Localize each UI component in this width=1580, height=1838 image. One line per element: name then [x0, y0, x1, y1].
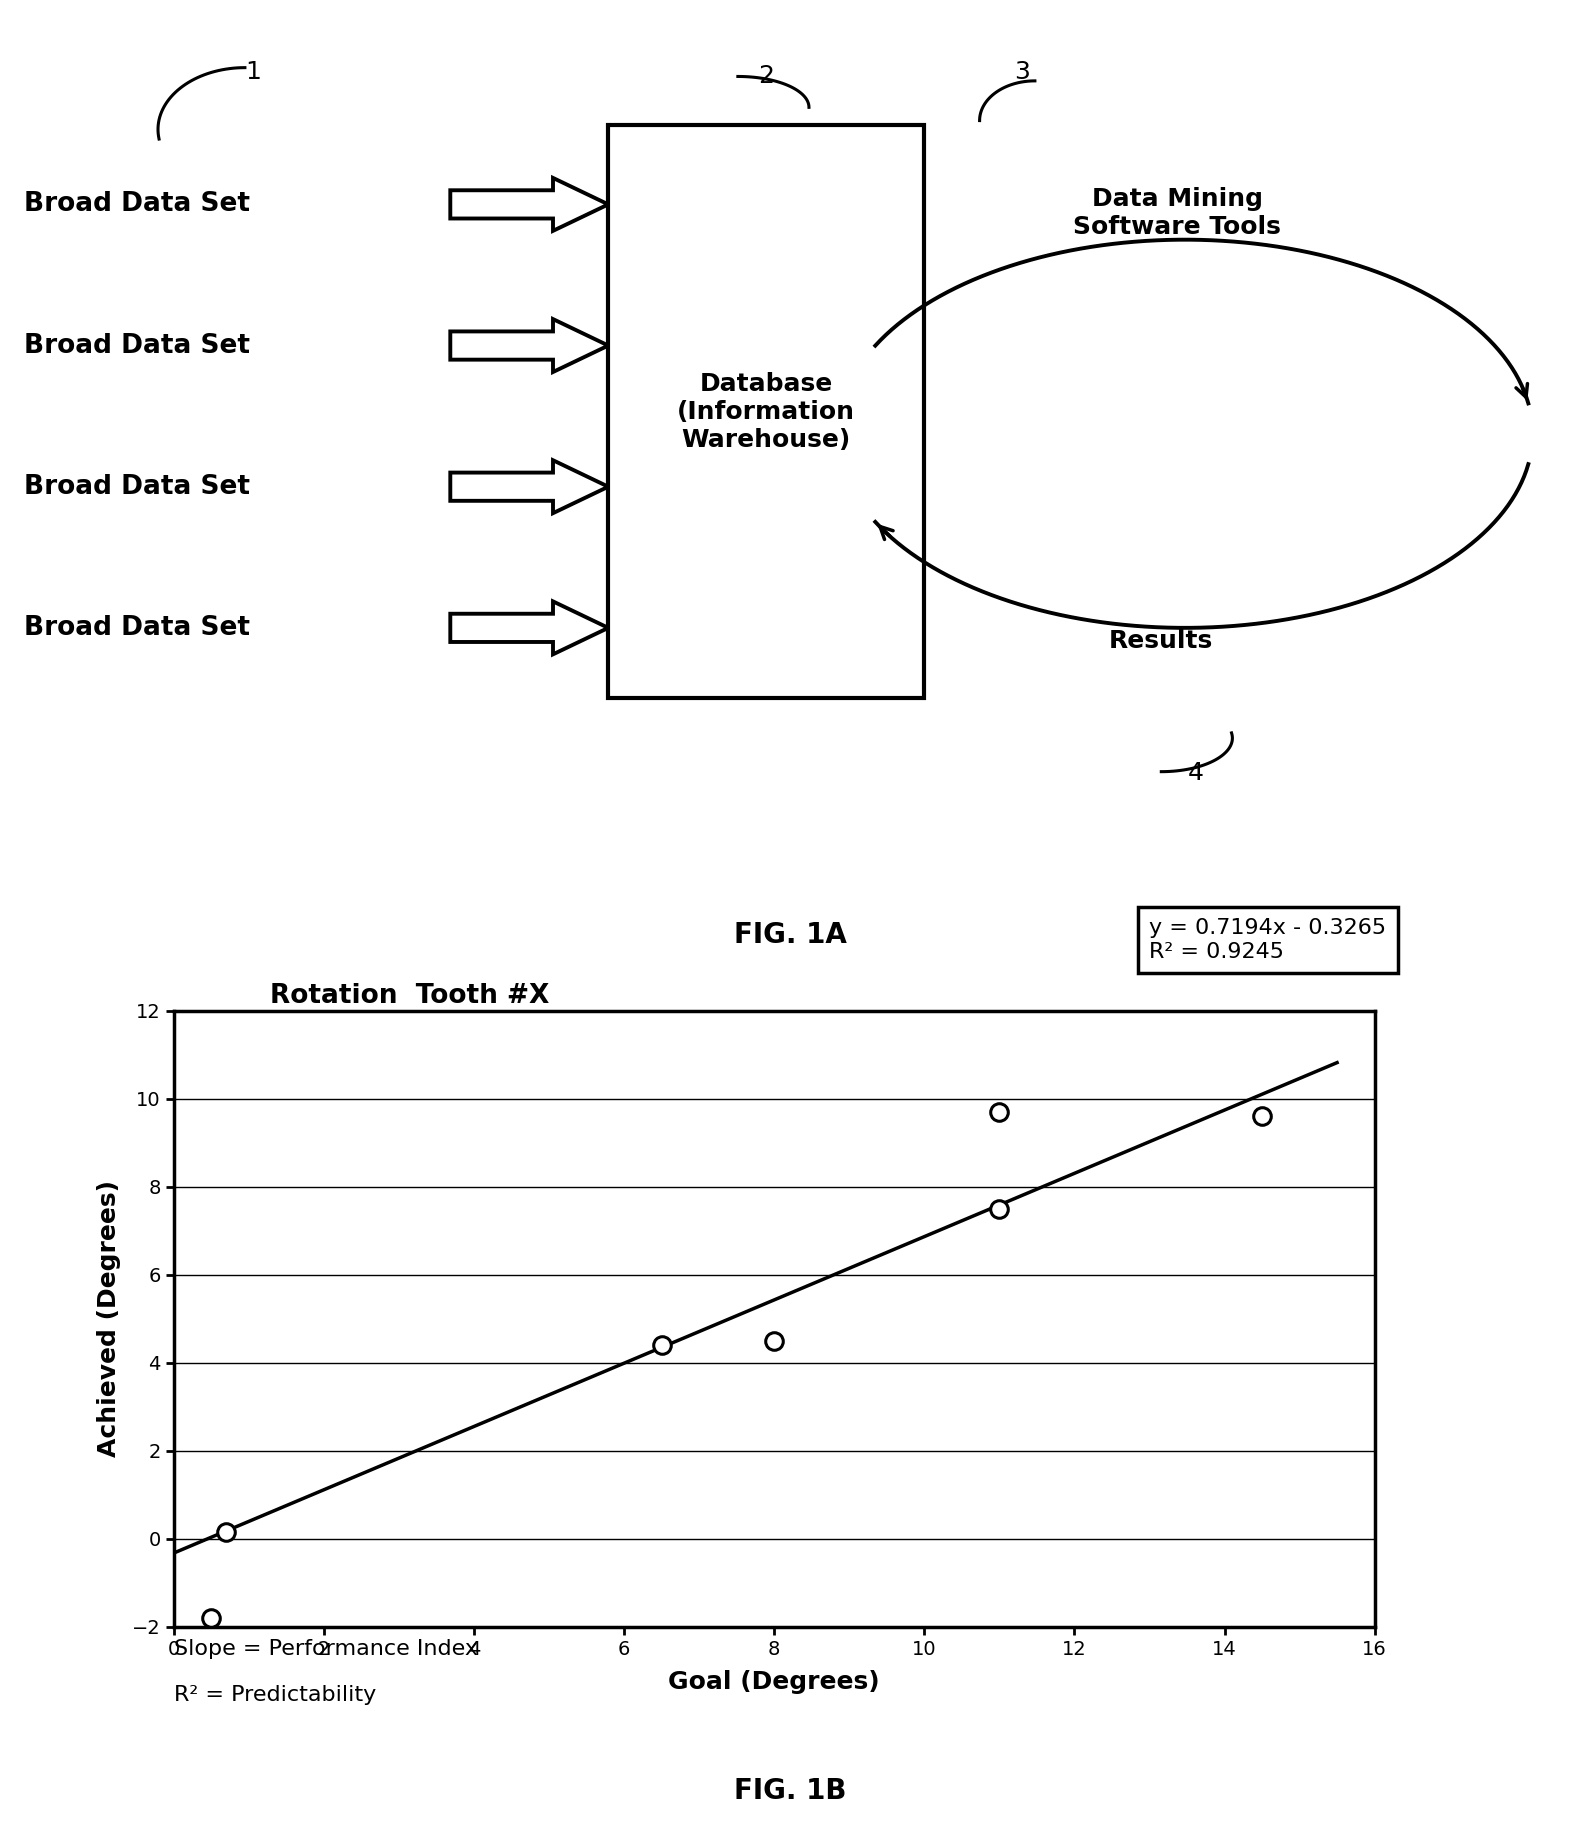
Text: Broad Data Set: Broad Data Set — [24, 616, 250, 641]
X-axis label: Goal (Degrees): Goal (Degrees) — [668, 1671, 880, 1695]
Polygon shape — [450, 178, 608, 232]
Point — [986, 1195, 1011, 1224]
Polygon shape — [450, 601, 608, 654]
Point — [986, 1097, 1011, 1127]
Polygon shape — [450, 320, 608, 371]
Point — [199, 1603, 224, 1632]
Text: Rotation  Tooth #X: Rotation Tooth #X — [270, 983, 550, 1009]
Point — [213, 1518, 239, 1548]
Text: Broad Data Set: Broad Data Set — [24, 191, 250, 217]
Text: Results: Results — [1109, 629, 1213, 652]
Point — [649, 1331, 675, 1360]
Text: 4: 4 — [1188, 761, 1204, 785]
Polygon shape — [450, 460, 608, 513]
Text: Broad Data Set: Broad Data Set — [24, 474, 250, 500]
Text: 2: 2 — [758, 64, 774, 88]
Point — [1250, 1101, 1275, 1130]
Text: FIG. 1B: FIG. 1B — [733, 1777, 847, 1805]
Text: R² = Predictability: R² = Predictability — [174, 1685, 376, 1706]
Point — [762, 1325, 787, 1355]
Text: FIG. 1A: FIG. 1A — [733, 921, 847, 948]
Text: 1: 1 — [245, 61, 261, 85]
Text: Broad Data Set: Broad Data Set — [24, 333, 250, 358]
Text: 3: 3 — [1014, 61, 1030, 85]
Text: Database
(Information
Warehouse): Database (Information Warehouse) — [678, 371, 855, 452]
Text: Data Mining
Software Tools: Data Mining Software Tools — [1073, 187, 1281, 239]
Bar — [608, 125, 924, 698]
Text: y = 0.7194x - 0.3265
R² = 0.9245: y = 0.7194x - 0.3265 R² = 0.9245 — [1150, 919, 1387, 961]
Y-axis label: Achieved (Degrees): Achieved (Degrees) — [96, 1180, 120, 1458]
Text: Slope = Performance Index: Slope = Performance Index — [174, 1639, 477, 1660]
